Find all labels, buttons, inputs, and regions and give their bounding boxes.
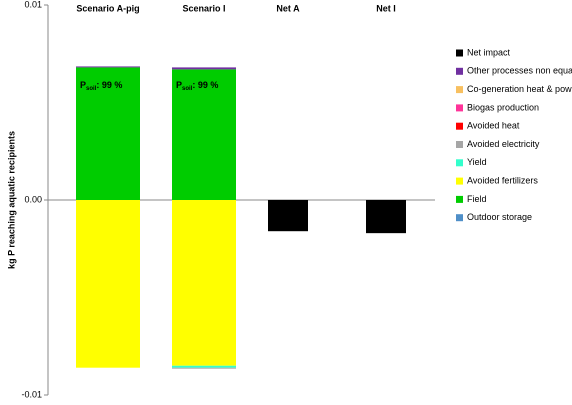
annotation-tail: : 99 % [96, 80, 122, 90]
legend-swatch [456, 195, 463, 203]
annotation-sub: soil [86, 86, 97, 92]
category-label: Net I [376, 3, 396, 13]
legend-label: Avoided fertilizers [467, 175, 538, 185]
category-label: Scenario I [182, 3, 225, 13]
legend-label: Avoided electricity [467, 139, 540, 149]
annotation: Psoil: 99 % [80, 80, 122, 91]
y-axis-label: kg P reaching aquatic recipients [6, 131, 16, 269]
bar-segment [268, 200, 308, 232]
annotation-tail: : 99 % [192, 80, 218, 90]
bar-segment [366, 200, 406, 234]
annotation: Psoil: 99 % [176, 80, 218, 91]
bar-segment [172, 200, 236, 366]
legend-swatch [456, 214, 463, 222]
legend-swatch [456, 141, 463, 148]
legend-label: Outdoor storage [467, 212, 532, 222]
legend-label: Other processes non equal [467, 66, 572, 76]
annotation-main: P [176, 80, 182, 90]
legend-label: Co-generation heat & power [467, 84, 572, 94]
annotation-sub: soil [182, 86, 193, 92]
legend-swatch [456, 177, 463, 185]
y-tick-label: 0.01 [24, 0, 42, 9]
legend-label: Field [467, 194, 487, 204]
category-label: Net A [276, 3, 300, 13]
legend-swatch [456, 67, 463, 75]
bar-segment [172, 367, 236, 369]
legend-label: Biogas production [467, 102, 539, 112]
legend-label: Avoided heat [467, 121, 520, 131]
legend-swatch [456, 159, 463, 167]
legend-swatch [456, 49, 463, 57]
legend-swatch [456, 122, 463, 130]
legend-swatch [456, 104, 463, 112]
category-label: Scenario A-pig [76, 3, 139, 13]
annotation-main: P [80, 80, 86, 90]
legend-swatch [456, 86, 463, 94]
bar-segment [172, 69, 236, 200]
legend-label: Yield [467, 157, 487, 167]
y-tick-label: 0.00 [24, 194, 42, 204]
y-tick-label: -0.01 [21, 389, 42, 399]
bar-segment [76, 67, 140, 201]
legend-label: Net impact [467, 47, 511, 57]
bar-segment [172, 365, 236, 368]
bar-segment [76, 200, 140, 368]
bar-segment [172, 67, 236, 70]
bar-segment [76, 66, 140, 68]
